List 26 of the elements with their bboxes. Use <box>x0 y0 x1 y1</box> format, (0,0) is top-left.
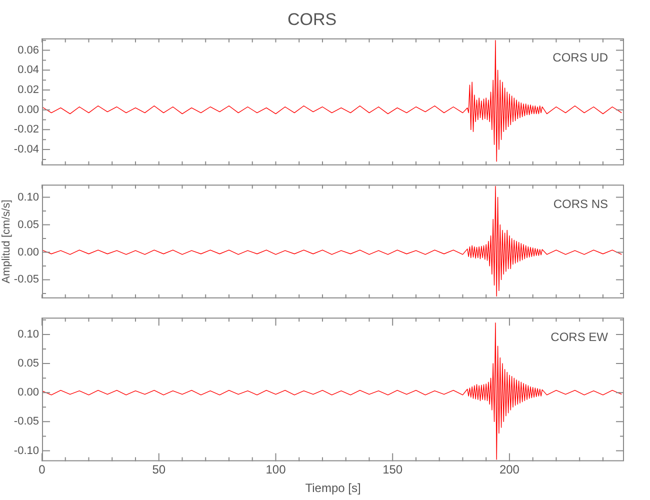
annotation: CORS UD <box>552 50 608 65</box>
y-tick-label: 0.10 <box>18 328 39 340</box>
y-tick-label: -0.10 <box>14 444 39 457</box>
chart-title: CORS <box>287 10 337 29</box>
x-tick-label: 200 <box>499 462 520 477</box>
y-tick-label: 0.05 <box>18 358 39 370</box>
y-tick-label: 0.05 <box>18 218 39 231</box>
y-tick-label: -0.05 <box>14 416 39 428</box>
y-tick-label: -0.02 <box>14 124 39 136</box>
x-axis-title: Tiempo [s] <box>305 481 361 496</box>
y-tick-label: 0.00 <box>18 246 39 258</box>
x-tick-label: 0 <box>38 462 46 477</box>
annotation: CORS NS <box>553 196 608 211</box>
y-tick-label: 0.10 <box>18 191 39 204</box>
y-axis-title: Amplitud [cm/s/s] <box>0 200 13 284</box>
y-tick-label: -0.05 <box>14 274 39 286</box>
y-tick-label: 0.02 <box>18 84 39 96</box>
x-tick-label: 150 <box>382 462 403 477</box>
annotation: CORS EW <box>550 330 609 344</box>
y-tick-label: 0.04 <box>18 64 39 76</box>
y-tick-label: 0.00 <box>18 104 39 116</box>
y-tick-label: 0.00 <box>18 386 39 399</box>
y-tick-label: 0.06 <box>18 44 39 56</box>
y-tick-label: -0.04 <box>14 144 39 156</box>
x-tick-label: 100 <box>266 462 286 477</box>
x-tick-label: 50 <box>152 462 166 477</box>
